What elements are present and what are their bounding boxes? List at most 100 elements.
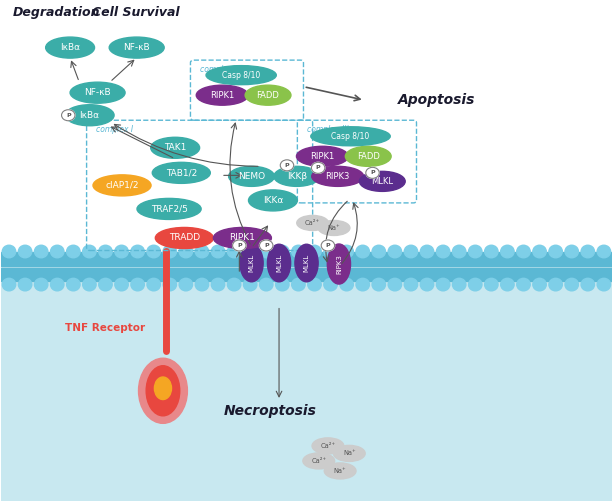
Ellipse shape (340, 279, 353, 291)
Ellipse shape (308, 245, 321, 258)
Ellipse shape (154, 377, 171, 400)
Ellipse shape (334, 445, 365, 461)
Ellipse shape (308, 279, 321, 291)
Ellipse shape (312, 162, 325, 173)
Ellipse shape (420, 245, 434, 258)
Text: TAB1/2: TAB1/2 (166, 168, 197, 177)
Text: P: P (66, 113, 70, 118)
Ellipse shape (228, 245, 241, 258)
Text: Necroptosis: Necroptosis (223, 404, 316, 418)
Ellipse shape (533, 245, 547, 258)
Ellipse shape (115, 279, 129, 291)
Ellipse shape (99, 279, 112, 291)
Text: TRAF2/5: TRAF2/5 (151, 204, 187, 213)
Ellipse shape (549, 245, 562, 258)
Ellipse shape (109, 37, 164, 58)
Ellipse shape (420, 279, 434, 291)
Ellipse shape (2, 279, 16, 291)
Ellipse shape (324, 245, 337, 258)
Ellipse shape (581, 245, 594, 258)
Ellipse shape (485, 279, 498, 291)
Ellipse shape (34, 245, 48, 258)
Text: Na⁺: Na⁺ (327, 225, 340, 231)
Ellipse shape (115, 245, 129, 258)
Ellipse shape (597, 279, 611, 291)
Ellipse shape (259, 245, 273, 258)
Text: TNF Receptor: TNF Receptor (65, 323, 145, 333)
Ellipse shape (533, 279, 547, 291)
Ellipse shape (196, 85, 248, 105)
Ellipse shape (388, 245, 401, 258)
Text: Ca²⁺: Ca²⁺ (305, 220, 320, 226)
Text: TRADD: TRADD (169, 233, 200, 242)
Ellipse shape (517, 245, 530, 258)
Ellipse shape (195, 279, 209, 291)
Ellipse shape (372, 245, 386, 258)
Ellipse shape (228, 279, 241, 291)
Ellipse shape (51, 279, 64, 291)
Text: IKKβ: IKKβ (286, 172, 307, 181)
Ellipse shape (321, 240, 335, 251)
Bar (1, 258, 612, 501)
Ellipse shape (131, 279, 144, 291)
Ellipse shape (303, 453, 335, 469)
Text: P: P (326, 243, 330, 248)
Text: Degradation: Degradation (12, 6, 100, 19)
Ellipse shape (195, 245, 209, 258)
Ellipse shape (229, 166, 274, 186)
Ellipse shape (356, 279, 370, 291)
Ellipse shape (179, 245, 193, 258)
Ellipse shape (233, 240, 246, 251)
Ellipse shape (62, 110, 75, 121)
Text: complex IIa: complex IIa (200, 65, 244, 74)
Ellipse shape (327, 244, 351, 284)
Text: P: P (264, 243, 269, 248)
Ellipse shape (312, 166, 364, 186)
Text: P: P (237, 243, 242, 248)
Ellipse shape (245, 85, 291, 105)
Ellipse shape (297, 215, 329, 230)
Ellipse shape (311, 127, 390, 146)
Ellipse shape (146, 366, 180, 416)
Ellipse shape (155, 227, 214, 248)
Text: Na⁺: Na⁺ (343, 450, 356, 456)
Ellipse shape (312, 438, 344, 454)
Text: IκBα: IκBα (60, 43, 80, 52)
Ellipse shape (147, 245, 160, 258)
Text: P: P (285, 163, 289, 168)
Ellipse shape (549, 279, 562, 291)
Ellipse shape (436, 245, 450, 258)
Ellipse shape (324, 279, 337, 291)
Bar (1, 252, 612, 266)
Ellipse shape (240, 244, 263, 282)
Text: NEMO: NEMO (238, 172, 265, 181)
Text: TAK1: TAK1 (164, 143, 187, 152)
Ellipse shape (436, 279, 450, 291)
Ellipse shape (99, 245, 112, 258)
Ellipse shape (452, 245, 466, 258)
Ellipse shape (275, 245, 289, 258)
Ellipse shape (211, 279, 225, 291)
Ellipse shape (65, 105, 114, 126)
Ellipse shape (34, 279, 48, 291)
Ellipse shape (259, 240, 273, 251)
Text: Casp 8/10: Casp 8/10 (331, 132, 370, 141)
Ellipse shape (244, 245, 257, 258)
Ellipse shape (517, 279, 530, 291)
Ellipse shape (356, 245, 370, 258)
Text: cIAP1/2: cIAP1/2 (105, 181, 139, 190)
Ellipse shape (18, 245, 32, 258)
Ellipse shape (163, 279, 176, 291)
Ellipse shape (565, 279, 578, 291)
Text: FADD: FADD (357, 152, 379, 161)
Ellipse shape (211, 245, 225, 258)
Text: complex I: complex I (95, 125, 133, 134)
Ellipse shape (296, 146, 348, 166)
Text: MLKL: MLKL (371, 177, 394, 186)
Ellipse shape (137, 198, 201, 219)
Ellipse shape (404, 245, 417, 258)
Bar (1, 0, 612, 278)
Bar (1, 268, 612, 281)
Ellipse shape (70, 82, 125, 103)
Ellipse shape (83, 279, 96, 291)
